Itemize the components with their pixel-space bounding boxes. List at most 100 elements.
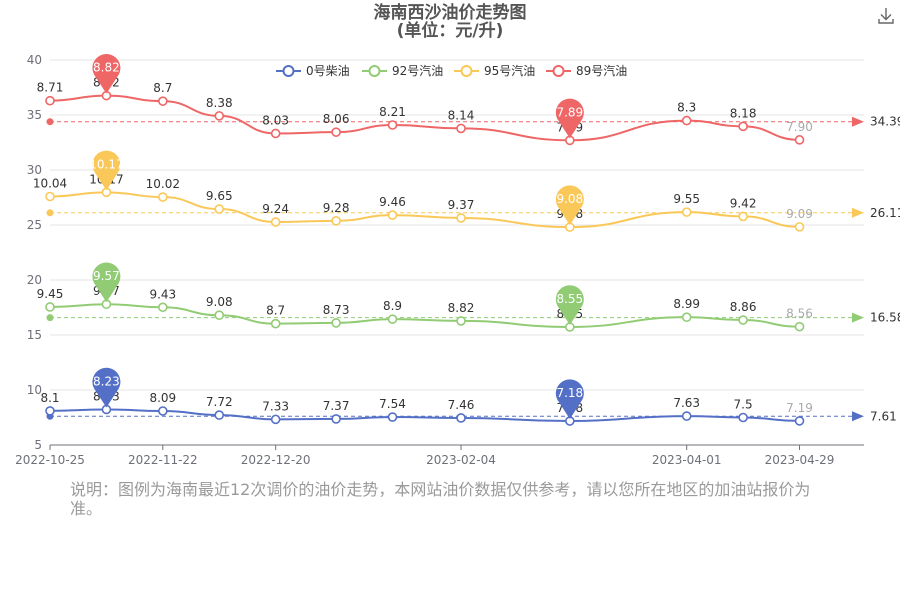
average-start-dot — [46, 314, 54, 322]
average-label: 26.11 — [870, 206, 900, 220]
data-label: 7.19 — [786, 401, 813, 415]
series-points — [45, 90, 805, 426]
data-point — [158, 406, 168, 416]
data-point — [456, 316, 466, 326]
min-pin-label: 7.89 — [556, 105, 583, 119]
average-arrow — [852, 312, 864, 323]
data-point — [214, 111, 225, 121]
data-label: 8.1 — [40, 391, 59, 405]
legend-swatch-marker — [552, 65, 565, 77]
y-tick-label: 25 — [27, 218, 42, 232]
data-label: 9.24 — [262, 202, 289, 216]
y-tick-label: 30 — [27, 163, 42, 177]
legend-label: 89号汽油 — [576, 63, 627, 78]
min-pin — [555, 98, 584, 139]
data-label: 8.71 — [37, 81, 64, 95]
average-label: 7.61 — [870, 409, 897, 423]
data-point — [681, 207, 692, 217]
legend-item[interactable]: 89号汽油 — [546, 63, 627, 78]
data-point — [331, 127, 341, 137]
download-icon[interactable] — [876, 6, 896, 26]
data-point — [738, 412, 748, 423]
min-pin — [555, 285, 584, 325]
data-label: 8.38 — [206, 96, 233, 110]
chart-subtitle: (单位：元/升) — [396, 21, 504, 41]
min-pin — [555, 379, 584, 420]
data-label: 9.55 — [673, 192, 700, 206]
data-point — [456, 213, 466, 223]
data-label: 8.09 — [149, 391, 176, 405]
legend-swatch-marker — [282, 65, 295, 77]
x-tick-label: 2023-02-04 — [426, 453, 496, 467]
data-point — [270, 414, 281, 425]
footnote: 说明：图例为海南最近12次调价的油价走势，本网站油价数据仅供参考，请以您所在地区… — [70, 480, 811, 518]
data-point — [794, 321, 805, 332]
data-label: 7.72 — [206, 395, 233, 409]
data-label: 8.56 — [786, 307, 813, 321]
max-pin-label: 9.57 — [93, 269, 120, 283]
max-pin-label: 8.23 — [93, 374, 120, 388]
max-pin — [92, 262, 121, 303]
data-label: 8.18 — [730, 106, 757, 120]
average-arrow — [852, 116, 864, 127]
data-point — [331, 318, 341, 328]
chart-title: 海南西沙油价走势图 — [373, 3, 527, 23]
data-label: 9.43 — [149, 287, 176, 301]
data-point — [387, 412, 398, 422]
data-point — [738, 121, 748, 132]
data-label: 7.33 — [262, 399, 289, 413]
legend: 0号柴油 92号汽油 95号汽油 89号汽油 — [276, 63, 627, 78]
data-point — [214, 204, 225, 214]
data-point — [270, 128, 281, 139]
min-pin-label: 8.55 — [556, 292, 583, 306]
data-point — [681, 411, 692, 421]
data-label: 10.04 — [33, 177, 67, 191]
data-point — [45, 95, 55, 106]
average-arrow — [852, 411, 864, 422]
grid — [50, 59, 864, 391]
data-point — [331, 414, 341, 424]
max-pin — [92, 150, 121, 191]
data-label: 8.9 — [383, 299, 402, 313]
data-label: 9.45 — [37, 287, 64, 301]
data-label: 9.28 — [323, 201, 350, 215]
data-point — [387, 210, 398, 220]
data-label: 8.82 — [448, 301, 475, 315]
data-label: 9.42 — [730, 196, 757, 210]
min-pin-label: 9.08 — [556, 192, 583, 206]
max-pin-label: 10.17 — [89, 157, 123, 171]
data-label: 8.7 — [153, 81, 172, 95]
data-point — [681, 312, 692, 322]
data-point — [794, 135, 805, 145]
data-label: 10.02 — [146, 177, 180, 191]
data-point — [158, 96, 168, 106]
min-pin — [555, 185, 584, 226]
legend-item[interactable]: 0号柴油 — [276, 64, 350, 78]
max-pin-label: 8.82 — [93, 61, 120, 75]
legend-label: 95号汽油 — [484, 63, 535, 78]
average-arrow — [852, 207, 864, 218]
average-start-dot — [46, 209, 54, 217]
data-point — [158, 302, 168, 313]
x-tick-label: 2022-10-25 — [15, 453, 85, 467]
data-label: 9.37 — [448, 198, 475, 212]
data-point — [45, 191, 55, 202]
legend-swatch-marker — [368, 65, 381, 77]
data-point — [681, 115, 692, 126]
data-label: 9.65 — [206, 189, 233, 203]
legend-item[interactable]: 92号汽油 — [362, 63, 443, 78]
legend-swatch-marker — [460, 65, 473, 77]
data-point — [214, 410, 225, 420]
data-label: 8.7 — [266, 304, 285, 318]
y-tick-label: 15 — [27, 328, 42, 342]
min-pin-label: 7.18 — [556, 386, 583, 400]
data-label: 7.5 — [734, 398, 753, 412]
max-pin — [92, 367, 121, 408]
data-point — [387, 120, 398, 130]
data-label: 7.63 — [673, 396, 700, 410]
data-point — [331, 216, 341, 226]
data-label: 7.90 — [786, 120, 813, 134]
data-label: 8.06 — [323, 112, 350, 126]
legend-item[interactable]: 95号汽油 — [454, 63, 535, 78]
